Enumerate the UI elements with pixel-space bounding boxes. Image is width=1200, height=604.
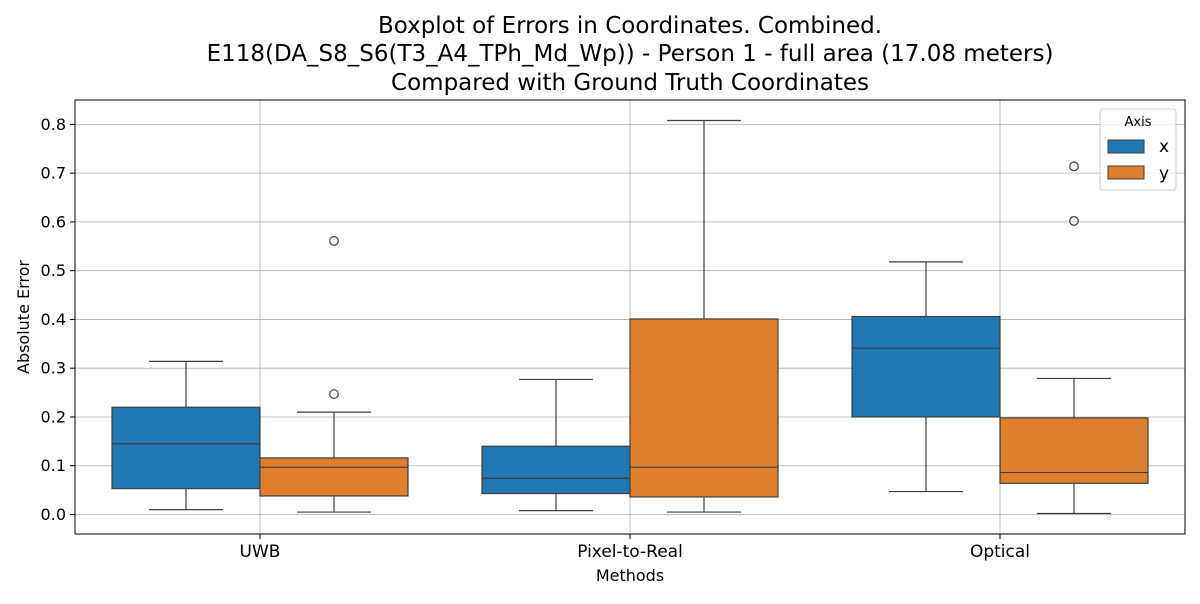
y-tick-label: 0.6 [41,212,66,231]
chart-title: Boxplot of Errors in Coordinates. Combin… [207,13,1054,96]
box-x-Optical [851,261,1001,493]
box-body [259,457,409,497]
box-body [111,406,261,490]
box-y-Optical [999,161,1149,515]
y-tick-label: 0.2 [41,407,66,426]
x-axis-ticks: UWB Pixel-to-Real Optical [240,534,1030,562]
box-body [999,417,1149,484]
x-tick-label: Pixel-to-Real [577,542,683,562]
legend-swatch-x [1107,139,1145,154]
x-axis-label: Methods [596,566,664,585]
y-tick-label: 0.0 [41,505,66,524]
chart-title-line-3: Compared with Ground Truth Coordinates [391,70,869,96]
outlier-point [329,389,339,399]
box-y-Pixel-to-Real [629,119,779,513]
y-tick-label: 0.1 [41,456,66,475]
box-x-UWB [111,360,261,511]
boxes [111,119,1149,515]
y-tick-label: 0.4 [41,310,66,329]
x-tick-label: UWB [240,542,281,562]
legend-label-y: y [1159,164,1169,184]
box-y-UWB [259,236,409,513]
box-body [629,318,779,498]
box-body [851,315,1001,418]
legend-label-x: x [1159,137,1169,157]
y-tick-label: 0.5 [41,261,66,280]
legend-swatch-y [1107,165,1145,180]
legend-title: Axis [1125,115,1152,130]
y-axis-label: Absolute Error [14,260,33,374]
box-x-Pixel-to-Real [481,378,631,512]
y-tick-label: 0.3 [41,359,66,378]
outlier-point [1069,161,1079,172]
chart-title-line-2: E118(DA_S8_S6(T3_A4_TPh_Md_Wp)) - Person… [207,41,1054,67]
y-axis-ticks: 0.0 0.1 0.2 0.3 0.4 0.5 0.6 0.7 0.8 [41,115,75,524]
box-body [481,445,631,495]
legend: Axis x y [1099,108,1177,191]
x-tick-label: Optical [970,542,1030,562]
y-tick-label: 0.8 [41,115,66,134]
chart-title-line-1: Boxplot of Errors in Coordinates. Combin… [378,13,882,39]
y-tick-label: 0.7 [41,164,66,183]
outlier-point [329,236,339,246]
outlier-point [1069,216,1079,226]
